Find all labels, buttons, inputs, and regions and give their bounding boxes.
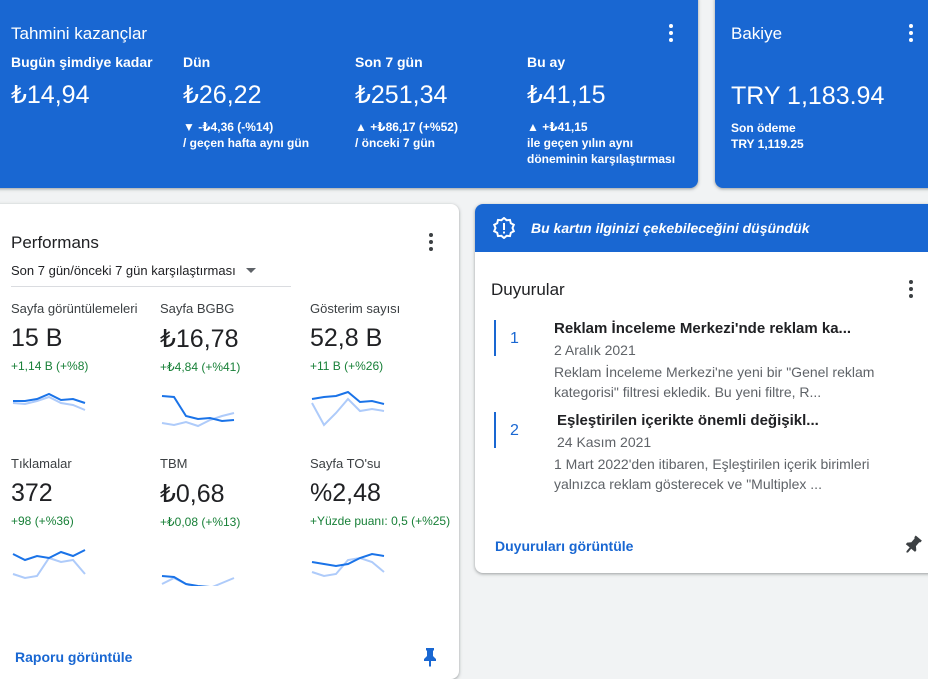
- announcement-number: 2: [510, 422, 519, 439]
- announcement-accent: [494, 412, 496, 448]
- sparkline-previous: [311, 556, 385, 578]
- tile-value: 372: [11, 479, 53, 507]
- insight-banner-text: Bu kartın ilginizi çekebileceğini düşünd…: [531, 220, 810, 236]
- sparkline-current: [12, 549, 86, 562]
- sparkline: [311, 391, 385, 427]
- tile-label: Sayfa TO'su: [310, 456, 381, 471]
- sparkline-current: [311, 391, 385, 405]
- tile-value: 15 B: [11, 324, 63, 352]
- metric-label: Bugün şimdiye kadar: [11, 54, 153, 70]
- metric-value: ₺14,94: [11, 81, 90, 109]
- metric-value: ₺41,15: [527, 81, 606, 109]
- metric-value: ₺251,34: [355, 81, 448, 109]
- last-payment-value: TRY 1,119.25: [731, 137, 804, 151]
- tile-label: Tıklamalar: [11, 456, 72, 471]
- balance-more-icon[interactable]: [901, 23, 921, 43]
- balance-card: Bakiye TRY 1,183.94 Son ödeme TRY 1,119.…: [715, 0, 928, 188]
- tile-clicks[interactable]: Tıklamalar 372 +98 (+%36): [11, 456, 151, 586]
- metric-today: Bugün şimdiye kadar ₺14,94: [11, 54, 181, 110]
- metric-this-month: Bu ay ₺41,15 ▲ +₺41,15 ile geçen yılın a…: [527, 54, 687, 167]
- tile-page-ctr[interactable]: Sayfa TO'su %2,48 +Yüzde puanı: 0,5 (+%2…: [310, 456, 450, 586]
- announcement-body: Reklam İnceleme Merkezi'ne yeni bir "Gen…: [554, 364, 875, 400]
- metric-change: ▲ +₺41,15: [527, 120, 588, 134]
- balance-amount: TRY 1,183.94: [731, 82, 885, 110]
- announcement-number: 1: [510, 330, 519, 347]
- earnings-card: Tahmini kazançlar Bugün şimdiye kadar ₺1…: [0, 0, 698, 188]
- metric-change: ▼ -₺4,36 (-%14): [183, 120, 274, 134]
- tile-impressions[interactable]: Gösterim sayısı 52,8 B +11 B (+%26): [310, 301, 450, 431]
- sparkline: [12, 392, 86, 411]
- performance-card: Performans Son 7 gün/önceki 7 gün karşıl…: [0, 204, 459, 679]
- announcement-item[interactable]: 2 Eşleştirilen içerikte önemli değişikl.…: [494, 412, 894, 496]
- period-label: Son 7 gün/önceki 7 gün karşılaştırması: [11, 263, 236, 278]
- sparkline-previous: [12, 395, 86, 411]
- announcement-body: 1 Mart 2022'den itibaren, Eşleştirilen i…: [554, 456, 870, 492]
- badge-alert-icon: [493, 217, 515, 239]
- announcements-more-icon[interactable]: [901, 279, 921, 299]
- metric-compare: ile geçen yılın aynı döneminin karşılaşt…: [527, 136, 676, 166]
- metric-last-7-days: Son 7 gün ₺251,34 ▲ +₺86,17 (+%52) / önc…: [355, 54, 525, 151]
- metric-compare: / önceki 7 gün: [355, 136, 436, 150]
- tile-delta: +1,14 B (+%8): [11, 359, 89, 373]
- metric-compare: / geçen hafta aynı gün: [183, 136, 310, 150]
- tile-page-views[interactable]: Sayfa görüntülemeleri 15 B +1,14 B (+%8): [11, 301, 151, 431]
- divider: [11, 286, 291, 287]
- tile-value: 52,8 B: [310, 324, 383, 352]
- announcements-card: Bu kartın ilginizi çekebileceğini düşünd…: [475, 204, 928, 573]
- view-announcements-link[interactable]: Duyuruları görüntüle: [495, 538, 634, 554]
- sparkline-current: [161, 575, 234, 586]
- tile-delta: +Yüzde puanı: 0,5 (+%25): [310, 514, 450, 528]
- pin-icon[interactable]: [903, 535, 923, 555]
- metric-label: Bu ay: [527, 54, 566, 70]
- metric-change: ▲ +₺86,17 (+%52): [355, 120, 458, 134]
- announcements-title: Duyurular: [491, 280, 565, 299]
- pin-icon[interactable]: [422, 647, 438, 667]
- tile-delta: +₺4,84 (+%41): [160, 360, 241, 374]
- view-report-link[interactable]: Raporu görüntüle: [15, 649, 133, 665]
- tile-value: %2,48: [310, 479, 381, 507]
- metric-label: Son 7 gün: [355, 54, 423, 70]
- period-dropdown[interactable]: Son 7 gün/önceki 7 gün karşılaştırması: [11, 263, 256, 278]
- tile-label: Gösterim sayısı: [310, 301, 401, 316]
- sparkline-current: [161, 395, 235, 423]
- sparkline-previous: [311, 397, 385, 427]
- tile-delta: +11 B (+%26): [310, 359, 384, 373]
- tile-label: TBM: [160, 456, 188, 471]
- last-payment-label: Son ödeme: [731, 121, 796, 135]
- last-payment: Son ödeme TRY 1,119.25: [731, 120, 804, 152]
- metric-label: Dün: [183, 54, 211, 70]
- tile-value: ₺16,78: [160, 325, 239, 353]
- performance-title: Performans: [11, 233, 99, 252]
- announcement-title[interactable]: Eşleştirilen içerikte önemli değişikl...: [557, 412, 819, 429]
- metric-value: ₺26,22: [183, 81, 262, 109]
- sparkline-current: [311, 552, 385, 568]
- announcement-accent: [494, 320, 496, 356]
- tile-cpc[interactable]: TBM ₺0,68 +₺0,08 (+%13): [160, 456, 300, 586]
- sparkline-previous: [161, 412, 235, 428]
- metric-yesterday: Dün ₺26,22 ▼ -₺4,36 (-%14) / geçen hafta…: [183, 54, 353, 151]
- insight-banner: Bu kartın ilginizi çekebileceğini düşünd…: [475, 204, 928, 252]
- sparkline: [161, 395, 235, 428]
- tile-delta: +₺0,08 (+%13): [160, 515, 241, 529]
- announcement-date: 2 Aralık 2021: [554, 342, 636, 358]
- caret-down-icon: [245, 268, 256, 273]
- tile-label: Sayfa BGBG: [160, 301, 235, 316]
- sparkline-previous: [161, 576, 235, 586]
- balance-title: Bakiye: [731, 24, 783, 43]
- tile-page-rpm[interactable]: Sayfa BGBG ₺16,78 +₺4,84 (+%41): [160, 301, 300, 431]
- announcement-date: 24 Kasım 2021: [557, 434, 652, 450]
- sparkline-current: [13, 392, 86, 404]
- earnings-more-icon[interactable]: [661, 23, 681, 43]
- sparkline: [12, 549, 86, 580]
- sparkline-previous: [12, 556, 86, 580]
- tile-delta: +98 (+%36): [11, 514, 74, 528]
- sparkline: [311, 552, 385, 578]
- announcement-item[interactable]: 1 Reklam İnceleme Merkezi'nde reklam ka.…: [494, 320, 894, 404]
- sparkline: [161, 575, 235, 586]
- tile-label: Sayfa görüntülemeleri: [11, 301, 138, 316]
- performance-more-icon[interactable]: [421, 232, 441, 252]
- earnings-title: Tahmini kazançlar: [11, 24, 148, 43]
- tile-value: ₺0,68: [160, 480, 225, 508]
- announcement-title[interactable]: Reklam İnceleme Merkezi'nde reklam ka...: [554, 320, 852, 337]
